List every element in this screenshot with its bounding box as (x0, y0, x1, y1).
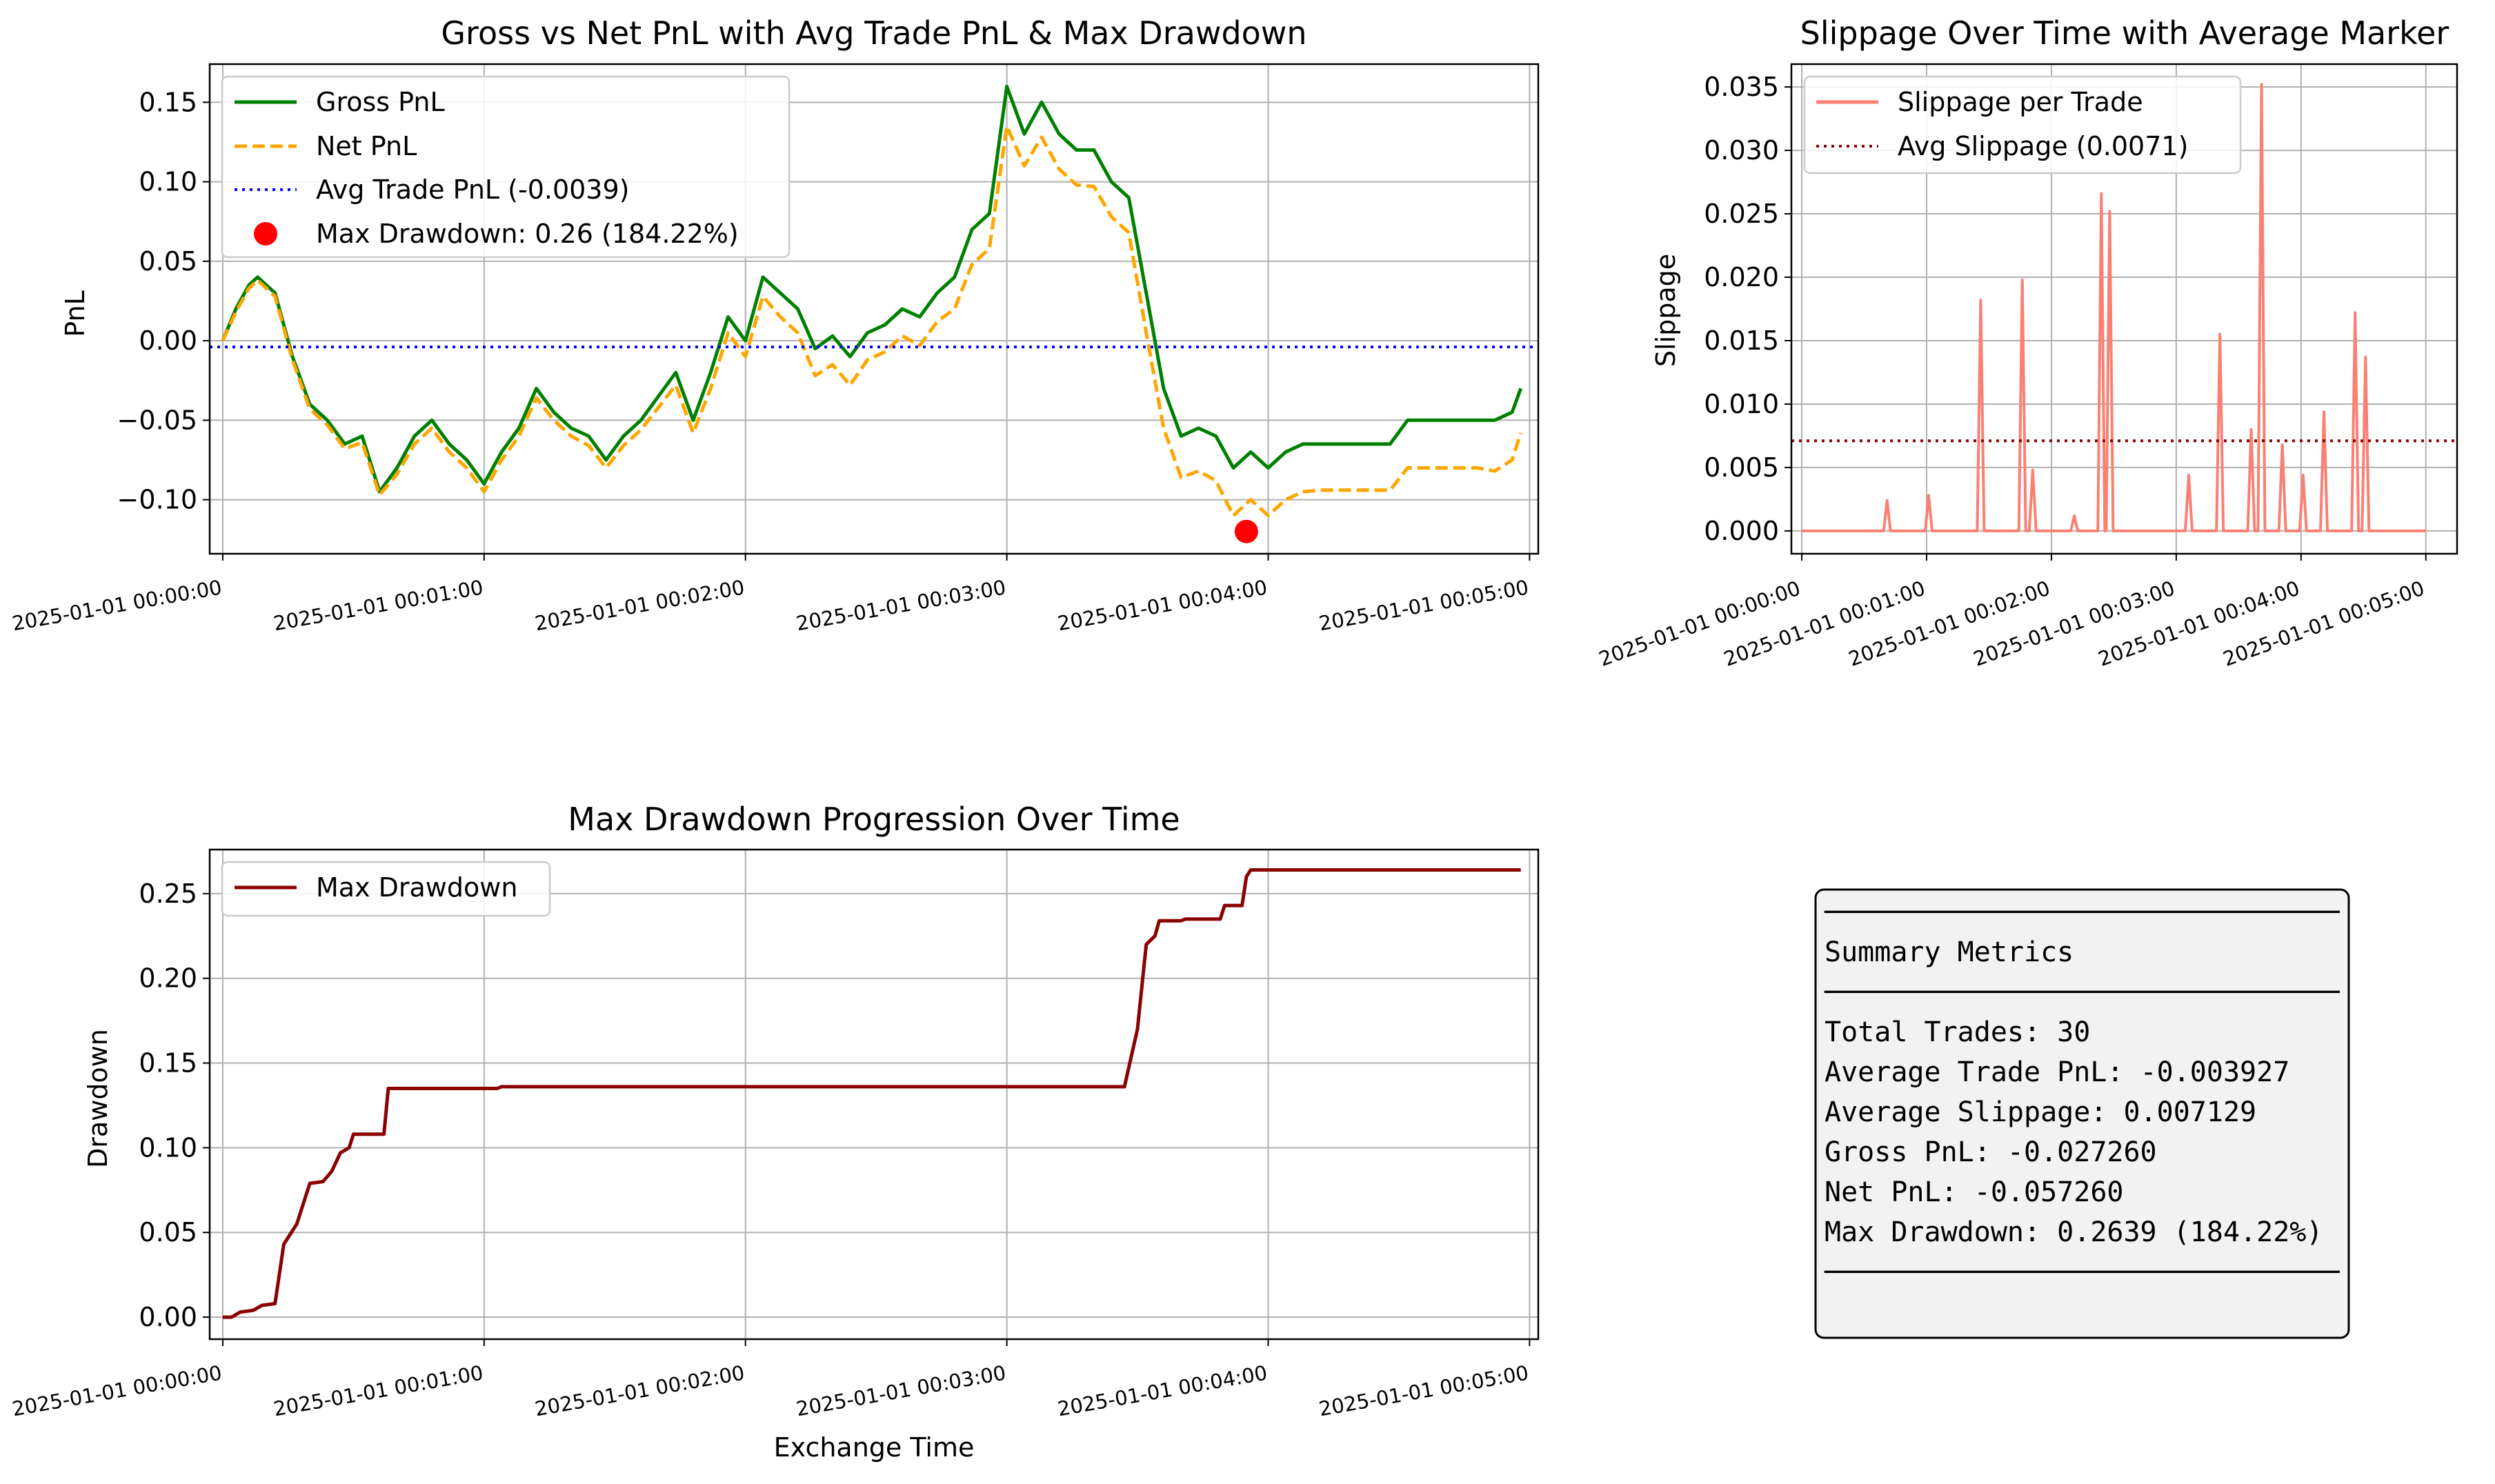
y-tick-label: 0.15 (139, 87, 197, 117)
x-tick-label: 2025-01-01 00:05:00 (2220, 576, 2427, 671)
x-tick-label: 2025-01-01 00:01:00 (1720, 576, 1928, 671)
legend-label-slippage: Slippage per Trade (1898, 87, 2143, 117)
max-drawdown-marker (1234, 519, 1258, 543)
x-tick-label: 2025-01-01 00:01:00 (272, 575, 485, 635)
drawdown-chart-grid (210, 850, 1538, 1339)
y-tick-label: 0.025 (1704, 199, 1779, 229)
summary-line-max-drawdown: Max Drawdown: 0.2639 (184.22%) (1825, 1216, 2323, 1248)
pnl-chart-ylabel: PnL (60, 290, 90, 337)
x-tick-label: 2025-01-01 00:04:00 (1055, 1361, 1269, 1421)
y-tick-label: 0.00 (139, 325, 197, 356)
summary-line-avg-slippage: Average Slippage: 0.007129 (1825, 1096, 2256, 1128)
gross-pnl-line (221, 84, 1523, 494)
slippage-legend-box (1803, 75, 2242, 174)
y-tick-label: 0.030 (1704, 135, 1779, 166)
drawdown-chart-xlabel: Exchange Time (774, 1432, 975, 1463)
summary-line-net-pnl: Net PnL: -0.057260 (1825, 1176, 2123, 1208)
x-tick-label: 2025-01-01 00:03:00 (795, 1361, 1008, 1421)
x-tick-label: 2025-01-01 00:03:00 (1970, 576, 2178, 671)
y-tick-label: 0.005 (1704, 452, 1779, 483)
summary-box: ─────────────────────────────── Summary … (1814, 888, 2350, 1339)
summary-line-gross-pnl: Gross PnL: -0.027260 (1825, 1136, 2157, 1168)
drawdown-chart-panel: Max Drawdown Progression Over Time Drawd… (10, 801, 1540, 1463)
x-tick-label: 2025-01-01 00:03:00 (795, 575, 1008, 635)
y-tick-label: 0.010 (1704, 389, 1779, 419)
legend-label-avg-trade: Avg Trade PnL (-0.0039) (316, 174, 629, 205)
slippage-chart-ylabel: Slippage (1651, 254, 1681, 367)
net-pnl-line (221, 124, 1523, 518)
y-tick-label: 0.20 (139, 963, 197, 994)
summary-rule-middle: ─────────────────────────────── (1824, 976, 2340, 1008)
y-tick-label: 0.05 (139, 1217, 197, 1247)
slippage-chart-panel: Slippage Over Time with Average Marker S… (1596, 14, 2458, 671)
slippage-chart-title: Slippage Over Time with Average Marker (1800, 14, 2449, 52)
y-tick-label: 0.10 (139, 167, 197, 197)
x-tick-label: 2025-01-01 00:04:00 (2095, 576, 2303, 671)
y-tick-label: 0.05 (139, 246, 197, 277)
pnl-chart-frame (208, 63, 1540, 555)
y-tick-label: 0.10 (139, 1132, 197, 1163)
summary-rule-top: ─────────────────────────────── (1824, 896, 2340, 928)
summary-line-total-trades: Total Trades: 30 (1825, 1016, 2090, 1048)
pnl-chart-legend: Gross PnL Net PnL Avg Trade PnL (-0.0039… (221, 75, 791, 259)
legend-label-net: Net PnL (316, 131, 417, 161)
x-tick-label: 2025-01-01 00:05:00 (1317, 575, 1530, 635)
summary-title: Summary Metrics (1825, 936, 2074, 968)
legend-label-avg-slippage: Avg Slippage (0.0071) (1898, 131, 2188, 161)
slippage-line (1802, 83, 2426, 532)
x-tick-label: 2025-01-01 00:05:00 (1317, 1361, 1530, 1421)
pnl-chart-panel: Gross vs Net PnL with Avg Trade PnL & Ma… (10, 14, 1540, 635)
y-tick-label: 0.015 (1704, 325, 1779, 356)
y-tick-label: 0.035 (1704, 72, 1779, 102)
x-tick-label: 2025-01-01 00:00:00 (10, 575, 223, 635)
x-tick-label: 2025-01-01 00:02:00 (533, 575, 746, 635)
legend-label-gross: Gross PnL (316, 87, 445, 117)
legend-label-max-drawdown: Max Drawdown: 0.26 (184.22%) (316, 219, 739, 249)
drawdown-chart-ylabel: Drawdown (83, 1029, 113, 1168)
summary-box-frame (1814, 888, 2350, 1339)
x-tick-label: 2025-01-01 00:04:00 (1055, 575, 1269, 635)
y-tick-label: −0.10 (117, 485, 197, 515)
y-tick-label: −0.05 (117, 405, 197, 435)
max-drawdown-line (222, 868, 1521, 1319)
drawdown-legend-box (221, 861, 551, 917)
drawdown-chart-series (222, 868, 1521, 1319)
pnl-chart-title: Gross vs Net PnL with Avg Trade PnL & Ma… (441, 14, 1306, 52)
drawdown-chart-title: Max Drawdown Progression Over Time (568, 801, 1180, 838)
x-tick-label: 2025-01-01 00:02:00 (533, 1361, 746, 1421)
x-tick-label: 2025-01-01 00:00:00 (10, 1361, 223, 1421)
y-tick-label: 0.000 (1704, 516, 1779, 546)
slippage-chart-series (1791, 83, 2457, 532)
slippage-chart-legend: Slippage per Trade Avg Slippage (0.0071) (1803, 75, 2242, 174)
legend-label-drawdown: Max Drawdown (316, 872, 517, 903)
y-tick-label: 0.020 (1704, 262, 1779, 292)
summary-line-avg-trade-pnl: Average Trade PnL: -0.003927 (1825, 1056, 2289, 1088)
y-tick-label: 0.15 (139, 1048, 197, 1079)
slippage-chart-frame (1790, 63, 2458, 555)
pnl-chart-series (210, 84, 1538, 543)
y-tick-label: 0.25 (139, 879, 197, 909)
drawdown-chart-legend: Max Drawdown (221, 861, 551, 917)
legend-swatch-max-drawdown (254, 222, 277, 245)
summary-rule-bottom: ─────────────────────────────── (1824, 1256, 2340, 1288)
x-tick-label: 2025-01-01 00:02:00 (1845, 576, 2053, 671)
x-tick-label: 2025-01-01 00:01:00 (272, 1361, 485, 1421)
drawdown-chart-frame (208, 848, 1540, 1341)
pnl-legend-box (221, 75, 791, 259)
y-tick-label: 0.00 (139, 1302, 197, 1332)
x-tick-label: 2025-01-01 00:00:00 (1596, 576, 1803, 671)
